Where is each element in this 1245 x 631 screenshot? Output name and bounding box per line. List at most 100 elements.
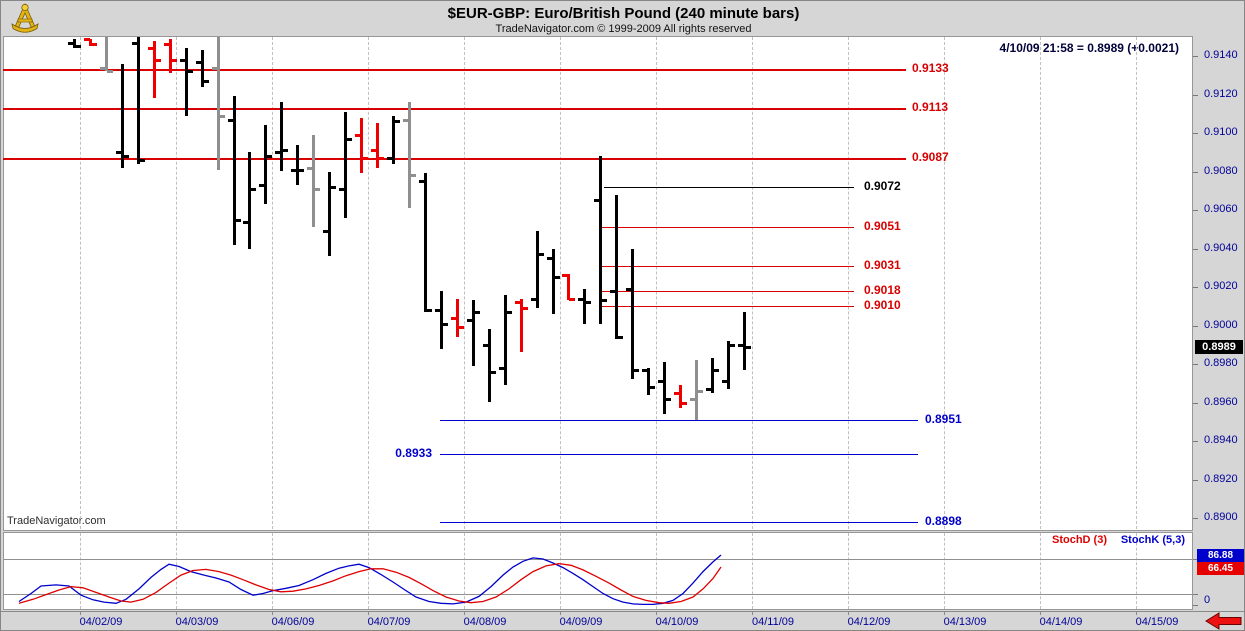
ohlc-bar-range	[488, 329, 491, 403]
stochk-legend-label: StochK (5,3)	[1120, 534, 1185, 546]
gridline-vertical	[752, 37, 753, 529]
ohlc-bar-open-tick	[132, 41, 138, 45]
ohlc-bar-range	[392, 115, 395, 164]
ohlc-bar-range	[504, 294, 507, 386]
last-quote-readout: 4/10/09 21:58 = 0.8989 (+0.0021)	[999, 41, 1179, 55]
ohlc-bar-open-tick	[291, 168, 297, 172]
price-level-line	[440, 419, 918, 421]
ohlc-bar-open-tick	[196, 60, 202, 64]
ohlc-bar-open-tick	[626, 287, 632, 291]
ohlc-bar-close-tick	[458, 326, 464, 330]
stoch-axis-tick	[1193, 559, 1198, 560]
ohlc-bar-close-tick	[713, 368, 719, 372]
ohlc-bar-close-tick	[346, 137, 352, 141]
ohlc-bar-close-tick	[187, 70, 193, 74]
price-axis-tick	[1193, 94, 1198, 96]
price-axis-label: 0.8960	[1204, 395, 1238, 408]
ohlc-bar-open-tick	[387, 157, 393, 161]
price-axis-label: 0.9060	[1204, 203, 1238, 215]
ohlc-bar-close-tick	[426, 309, 432, 313]
ohlc-bar-close-tick	[665, 397, 671, 401]
ohlc-bar-open-tick	[116, 151, 122, 155]
ohlc-bar-range	[679, 385, 682, 409]
gridline-vertical	[1040, 37, 1041, 529]
price-level-label: 0.9051	[864, 219, 901, 234]
ohlc-bar-range	[105, 36, 108, 72]
ohlc-bar-open-tick	[228, 118, 234, 122]
ohlc-bar-close-tick	[554, 276, 560, 280]
price-axis-label: 0.8900	[1204, 511, 1238, 523]
price-axis-tick	[1193, 248, 1198, 250]
gridline-vertical	[464, 533, 465, 609]
gridline-vertical	[944, 37, 945, 529]
ohlc-bar-close-tick	[745, 345, 751, 349]
ohlc-bar-close-tick	[633, 368, 639, 372]
date-tickmark	[176, 611, 177, 615]
price-axis-label: 0.8980	[1204, 357, 1238, 369]
last-price-badge: 0.8989	[1195, 339, 1243, 354]
price-axis-tick	[1193, 479, 1198, 481]
stoch-curve	[18, 554, 722, 606]
gridline-vertical	[944, 533, 945, 609]
ohlc-bar-close-tick	[91, 43, 97, 47]
gridline-vertical	[1040, 533, 1041, 609]
ohlc-bar-range	[440, 290, 443, 349]
ohlc-bar-range	[89, 38, 92, 47]
gridline-vertical	[848, 37, 849, 529]
ohlc-bar-open-tick	[690, 397, 696, 401]
gridline-vertical	[656, 533, 657, 609]
ohlc-bar-close-tick	[410, 174, 416, 178]
ohlc-bar-open-tick	[68, 41, 74, 45]
date-axis-label: 04/03/09	[175, 616, 219, 628]
ohlc-bar-range	[201, 50, 204, 87]
ohlc-bar-range	[376, 123, 379, 168]
ohlc-bar-open-tick	[499, 366, 505, 370]
ohlc-bar-range	[280, 102, 283, 172]
price-level-line	[440, 521, 918, 523]
ohlc-bar-close-tick	[314, 187, 320, 191]
ohlc-bar-range	[615, 194, 618, 339]
ohlc-bar-open-tick	[562, 274, 568, 278]
date-tickmark	[752, 611, 753, 615]
gridline-vertical	[80, 37, 81, 529]
ohlc-bar-close-tick	[617, 336, 623, 340]
price-axis-tick	[1193, 518, 1198, 519]
stoch-axis-tick	[1193, 605, 1198, 606]
scroll-left-arrow-icon[interactable]	[1205, 612, 1242, 630]
ohlc-bar-range	[456, 298, 459, 338]
gridline-vertical	[560, 533, 561, 609]
ohlc-bar-close-tick	[171, 58, 177, 62]
ohlc-bar-close-tick	[219, 114, 225, 118]
ohlc-bar-open-tick	[275, 151, 281, 155]
ohlc-bar-close-tick	[266, 155, 272, 159]
ohlc-bar-close-tick	[107, 70, 113, 74]
date-tickmark	[944, 611, 945, 615]
chart-title: $EUR-GBP: Euro/British Pound (240 minute…	[447, 5, 800, 22]
ohlc-bar-close-tick	[490, 370, 496, 374]
ohlc-bar-range	[711, 358, 714, 393]
price-axis-label: 0.8920	[1204, 472, 1238, 485]
ohlc-bar-range	[344, 111, 347, 218]
price-axis-tick	[1193, 133, 1198, 134]
gridline-vertical	[176, 533, 177, 609]
stoch-zero-label: 0	[1204, 594, 1211, 606]
ohlc-bar-open-tick	[467, 318, 473, 322]
price-axis-label: 0.9020	[1204, 280, 1238, 292]
price-axis-label: 0.9120	[1204, 87, 1238, 100]
ohlc-bar-range	[599, 156, 602, 324]
stochd-value-badge: 66.45	[1197, 562, 1244, 575]
ohlc-bar-range	[663, 362, 666, 415]
gridline-vertical	[368, 37, 369, 529]
ohlc-bar-close-tick	[601, 299, 607, 303]
date-axis-label: 04/14/09	[1039, 616, 1083, 628]
ohlc-bar-open-tick	[355, 133, 361, 137]
ohlc-bar-range	[73, 38, 76, 49]
date-tickmark	[272, 611, 273, 615]
date-axis-label: 04/06/09	[271, 616, 315, 628]
price-axis-tick	[1193, 325, 1198, 327]
price-axis-tick	[1193, 402, 1198, 404]
gridline-vertical	[272, 37, 273, 529]
ohlc-bar-open-tick	[84, 37, 90, 41]
ohlc-bar-close-tick	[681, 401, 687, 405]
